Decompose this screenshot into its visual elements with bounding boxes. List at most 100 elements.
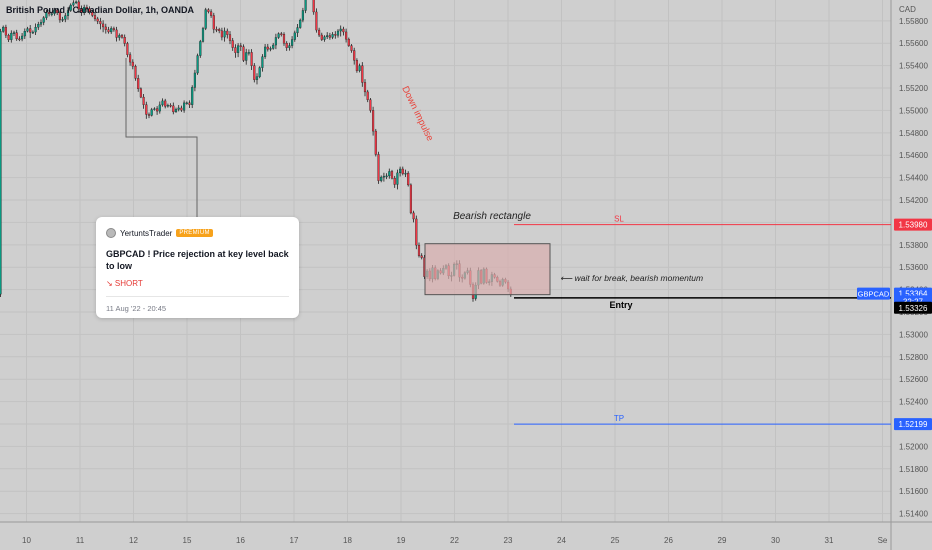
- candle-body: [201, 28, 205, 42]
- candle-body: [282, 34, 286, 44]
- candle-body: [150, 109, 153, 116]
- candle-body: [242, 46, 245, 61]
- candle-body: [115, 29, 118, 38]
- candle-body: [75, 1, 78, 4]
- candle-body: [326, 35, 329, 38]
- candle-body: [199, 41, 202, 56]
- candle-body: [85, 6, 88, 9]
- candle-body: [69, 4, 72, 11]
- y-tick-label: 1.54600: [899, 151, 928, 160]
- sl-label: SL: [614, 215, 624, 224]
- candle-body: [255, 76, 259, 80]
- candle-body: [245, 52, 248, 61]
- x-tick-label: 29: [718, 536, 727, 545]
- candle-body: [361, 65, 364, 83]
- card-divider: [106, 296, 289, 297]
- candle-body: [137, 78, 140, 89]
- candle-body: [31, 31, 34, 34]
- candle-body: [107, 29, 110, 33]
- x-tick-label: 25: [611, 536, 620, 545]
- candle-body: [102, 23, 105, 28]
- x-tick-label: Se: [878, 536, 888, 545]
- candle-body: [93, 15, 97, 20]
- candle-body: [237, 45, 240, 53]
- candle-body: [304, 0, 307, 11]
- candle-body: [166, 105, 169, 107]
- candle-body: [299, 19, 302, 28]
- candle-body: [323, 36, 326, 40]
- candle-body: [169, 105, 172, 107]
- candle-body: [228, 34, 232, 41]
- candle-body: [88, 8, 91, 12]
- candle-body: [123, 37, 126, 44]
- candle-body: [83, 6, 86, 13]
- candle-body: [420, 255, 423, 258]
- candle-body: [231, 40, 234, 48]
- x-tick-label: 11: [76, 536, 85, 545]
- candle-body: [261, 56, 264, 68]
- y-tick-label: 1.52000: [899, 442, 928, 451]
- candle-body: [301, 10, 304, 21]
- candle-body: [315, 11, 318, 31]
- candle-body: [253, 65, 256, 80]
- candle-body: [45, 12, 48, 18]
- price-scale-badge: [894, 301, 932, 314]
- candle-body: [15, 32, 18, 40]
- candle-body: [280, 33, 283, 35]
- candle-body: [2, 26, 5, 32]
- y-tick-label: 1.51600: [899, 487, 928, 496]
- avatar-icon: [106, 228, 116, 238]
- candle-body: [23, 31, 26, 37]
- candle-body: [134, 66, 137, 79]
- candle-body: [210, 11, 213, 16]
- candle-body: [66, 10, 70, 16]
- candle-body: [218, 29, 221, 31]
- candle-body: [247, 52, 250, 54]
- tp-label: TP: [614, 414, 624, 423]
- candle-body: [39, 22, 43, 25]
- x-tick-label: 18: [343, 536, 352, 545]
- x-tick-label: 17: [290, 536, 299, 545]
- candle-body: [58, 12, 61, 21]
- candle-body: [226, 30, 229, 35]
- candle-body: [342, 28, 345, 33]
- candle-body: [347, 38, 350, 46]
- candle-body: [12, 32, 16, 34]
- candle-body: [29, 28, 32, 33]
- candle-body: [312, 0, 315, 13]
- idea-title[interactable]: GBPCAD ! Price rejection at key level ba…: [106, 249, 289, 271]
- candle-body: [417, 244, 421, 256]
- y-tick-label: 1.52400: [899, 398, 928, 407]
- candle-body: [156, 108, 159, 112]
- idea-date: 11 Aug '22 - 20:45: [106, 304, 167, 313]
- candle-body: [129, 54, 132, 63]
- candle-body: [193, 72, 196, 88]
- x-tick-label: 23: [504, 536, 513, 545]
- chart-title: British Pound / Canadian Dollar, 1h, OAN…: [6, 5, 195, 15]
- candle-body: [296, 27, 299, 34]
- y-tick-label: 1.54800: [899, 129, 928, 138]
- bearish-rectangle-zone[interactable]: [424, 243, 551, 296]
- y-tick-label: 1.54400: [899, 174, 928, 183]
- candle-body: [96, 18, 99, 22]
- candle-body: [196, 55, 199, 74]
- candle-body: [180, 107, 183, 111]
- candle-body: [153, 108, 156, 110]
- candle-body: [374, 130, 377, 155]
- x-tick-label: 16: [236, 536, 245, 545]
- author-name[interactable]: YertuntsTrader: [120, 228, 173, 238]
- candle-body: [10, 32, 13, 40]
- candle-body: [172, 105, 175, 113]
- candle-body: [291, 39, 294, 46]
- candle-body: [380, 176, 383, 181]
- candle-body: [112, 28, 115, 31]
- candle-body: [404, 172, 407, 175]
- candle-body: [164, 100, 167, 107]
- candle-body: [145, 104, 148, 115]
- candle-body: [72, 2, 75, 6]
- candle-body: [336, 30, 340, 36]
- candle-body: [174, 109, 178, 113]
- currency-label: CAD: [899, 5, 916, 14]
- idea-card[interactable]: YertuntsTrader PREMIUM GBPCAD ! Price re…: [96, 217, 299, 318]
- candle-body: [99, 21, 102, 25]
